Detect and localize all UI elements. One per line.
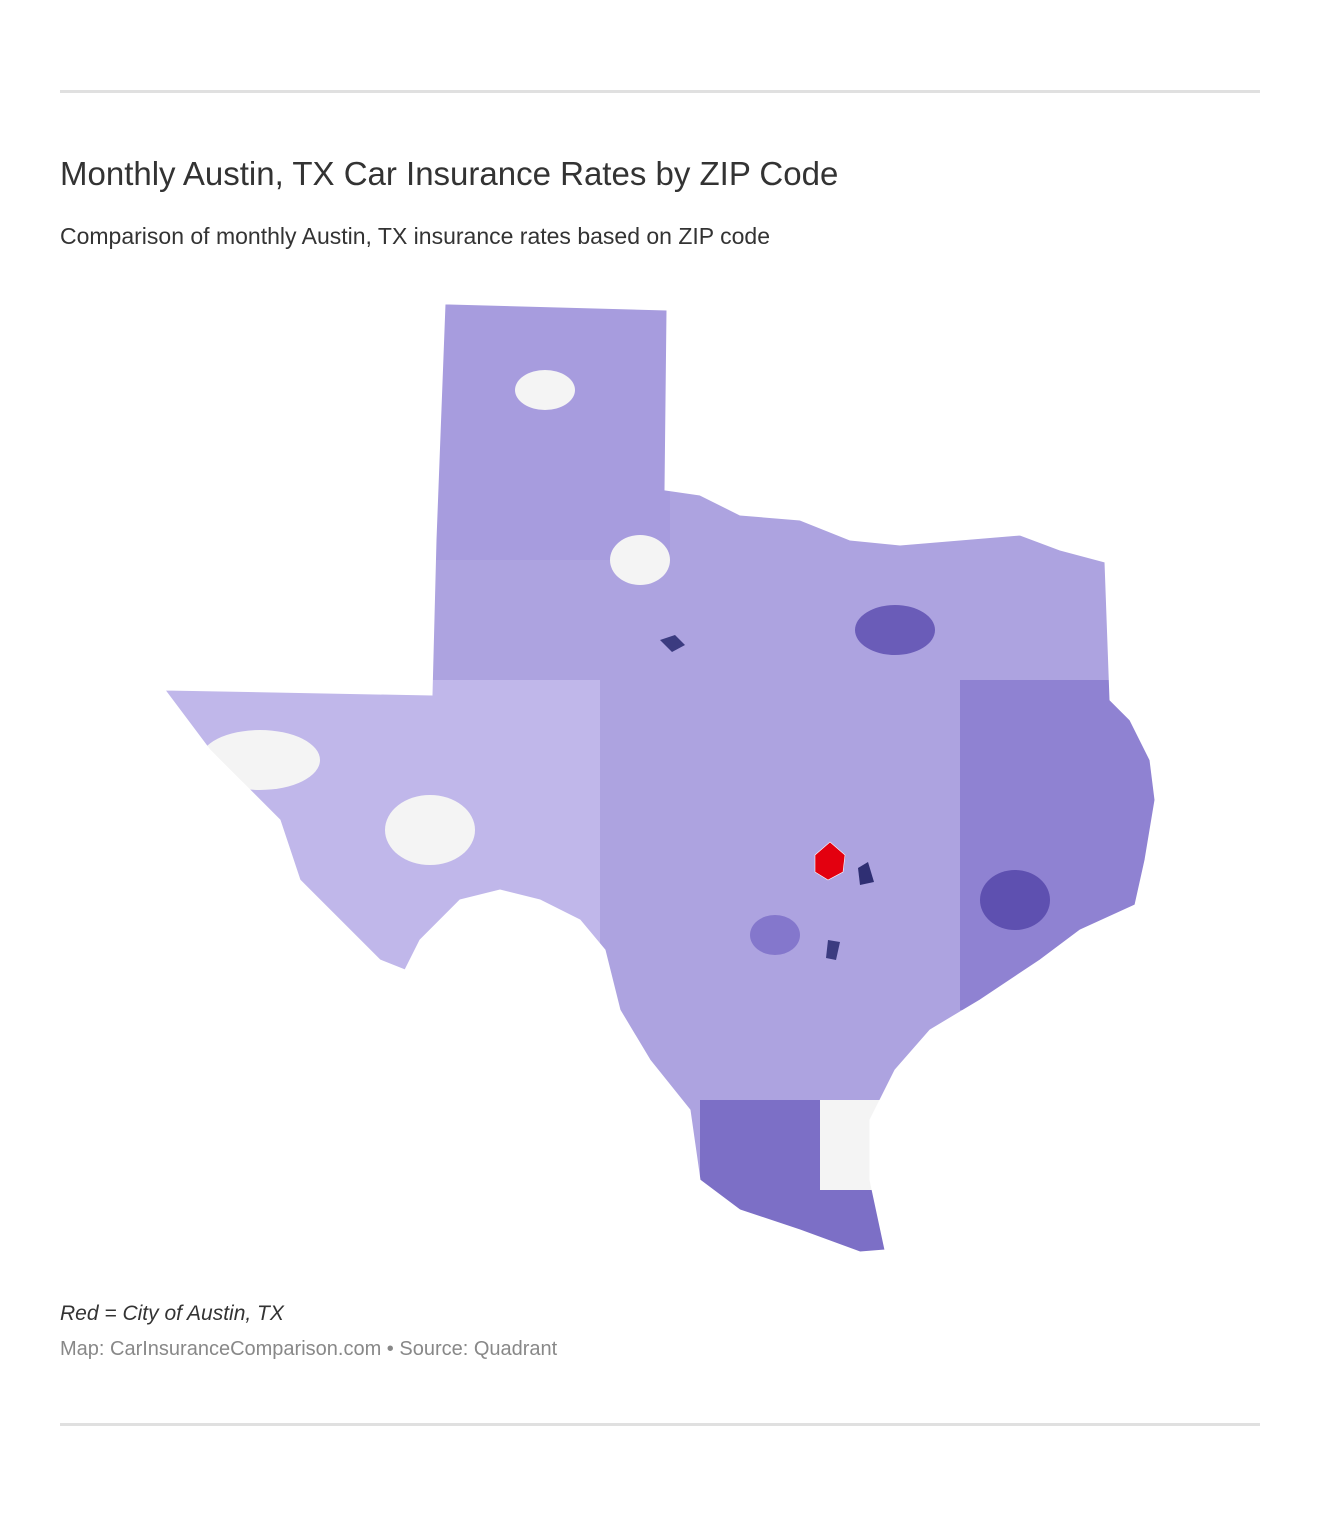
unpopulated-area	[385, 795, 475, 865]
dark-zip	[858, 862, 874, 885]
legend-note: Red = City of Austin, TX	[60, 1302, 284, 1325]
dark-zip	[826, 940, 840, 960]
panhandle-region	[430, 304, 670, 560]
dallas-area	[855, 605, 935, 655]
dark-zip	[660, 635, 685, 652]
houston-area	[980, 870, 1050, 930]
texas	[165, 304, 1155, 1252]
title: Monthly Austin, TX Car Insurance Rates b…	[60, 155, 839, 192]
unpopulated-area	[610, 535, 670, 585]
unpopulated-area	[820, 1100, 880, 1190]
bottom-rule	[60, 1423, 1260, 1426]
unpopulated-area	[200, 730, 320, 790]
west-region	[165, 680, 600, 1000]
top-rule	[60, 90, 1260, 93]
east-region	[960, 680, 1155, 1010]
map	[163, 303, 1156, 1253]
unpopulated-area	[515, 370, 575, 410]
austin-zips	[814, 841, 846, 881]
san-antonio-area	[750, 915, 800, 955]
state-outline	[163, 303, 1156, 1253]
subtitle: Comparison of monthly Austin, TX insuran…	[60, 223, 770, 249]
credit: Map: CarInsuranceComparison.com • Source…	[60, 1338, 558, 1360]
